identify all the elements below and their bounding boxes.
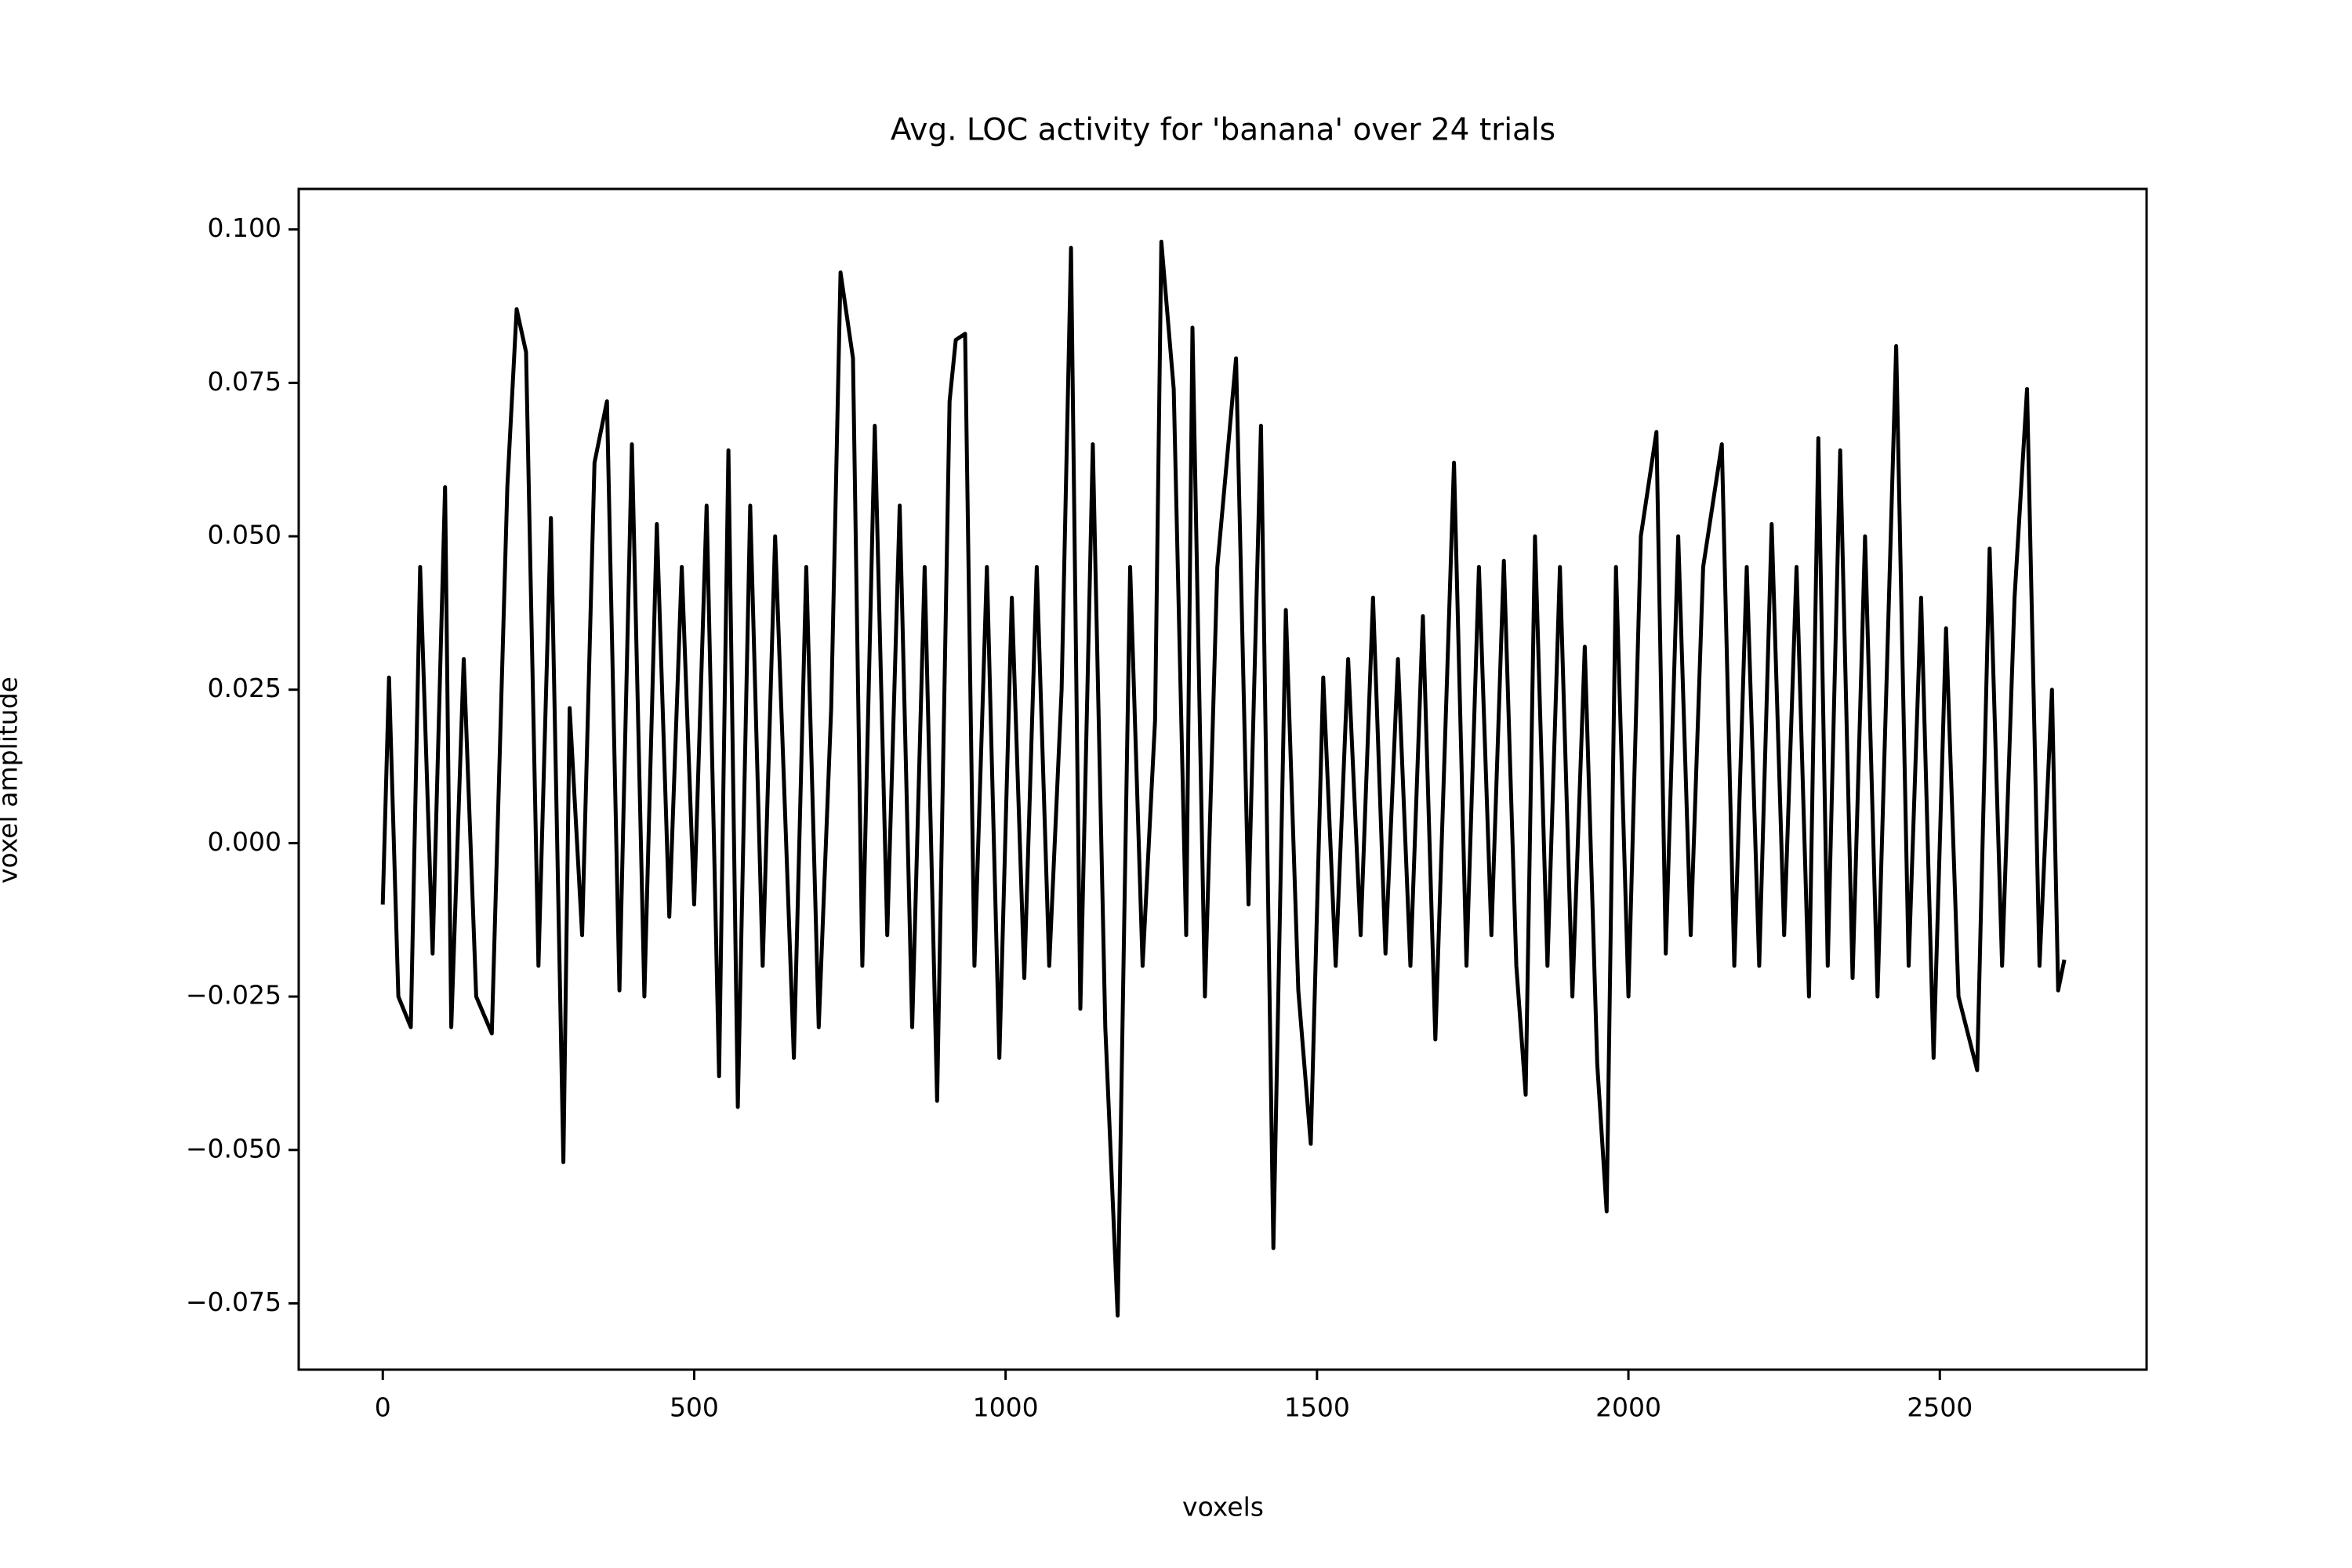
y-tick-label: 0.050: [208, 520, 281, 550]
data-line: [380, 239, 2067, 1318]
y-tick-label: −0.075: [186, 1287, 281, 1317]
plot-frame: [297, 187, 2148, 1371]
x-tick-label: 1500: [1284, 1392, 1350, 1423]
x-tick-label: 2000: [1595, 1392, 1661, 1423]
y-tick-label: 0.000: [208, 826, 281, 857]
chart-title: Avg. LOC activity for 'banana' over 24 t…: [891, 113, 1555, 148]
y-tick-label: −0.050: [186, 1133, 281, 1163]
x-tick-label: 0: [375, 1392, 391, 1423]
x-tick-label: 500: [670, 1392, 719, 1423]
y-tick-label: −0.025: [186, 980, 281, 1011]
x-tick-label: 2500: [1907, 1392, 1973, 1423]
y-tick-label: 0.100: [208, 212, 281, 243]
x-tick-label: 1000: [973, 1392, 1039, 1423]
y-tick-label: 0.075: [208, 366, 281, 397]
y-tick-label: 0.025: [208, 673, 281, 703]
x-axis-label: voxels: [1182, 1492, 1264, 1523]
y-axis-label: voxel amplitude: [0, 677, 24, 884]
